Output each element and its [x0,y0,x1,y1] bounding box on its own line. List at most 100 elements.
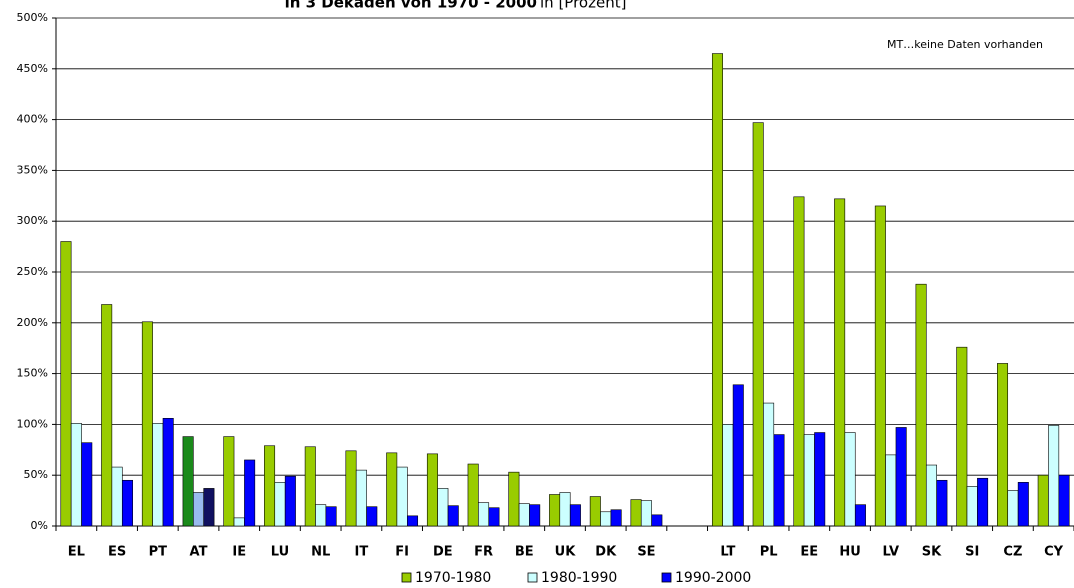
x-tick-label: IT [355,545,369,560]
bar [345,450,357,527]
x-tick-label: DE [433,545,453,560]
bar [426,453,438,527]
x-tick-label: UK [555,545,577,560]
bar [508,471,520,527]
x-tick-label: EL [68,545,85,560]
legend-swatch [401,572,412,583]
x-tick-label: EE [800,545,818,560]
x-tick-label: PL [760,545,778,560]
bar [834,198,846,527]
bar [518,503,530,527]
bar [925,464,937,527]
bar [467,463,479,527]
y-tick-label: 50% [24,468,48,481]
bar [325,506,337,527]
bar [315,504,327,527]
bar [966,486,978,527]
y-tick-label: 100% [17,417,48,430]
bar [447,505,459,527]
bar [651,514,663,527]
x-tick-label: SI [965,545,979,560]
bar [355,469,367,527]
bar [407,515,419,527]
bar [997,363,1009,527]
y-tick-label: 200% [17,316,48,329]
bar [763,402,775,527]
bar [895,427,907,527]
y-tick-label: 150% [17,367,48,380]
bar [549,494,561,527]
y-tick-label: 500% [17,11,48,24]
bar [488,507,500,527]
x-tick-label: FI [395,545,409,560]
bar [793,196,805,527]
bar [529,504,541,527]
bar [814,432,826,527]
x-tick-label: PT [149,545,168,560]
bar [264,445,276,527]
bar [874,205,886,527]
bar [844,432,856,527]
bar [1048,425,1060,527]
legend-label: 1990-2000 [675,570,751,586]
bar [936,479,948,527]
bar [1058,474,1070,527]
y-tick-label: 350% [17,163,48,176]
bar [478,502,490,527]
bar [589,496,601,527]
annotation: MT…keine Daten vorhanden [887,38,1043,51]
x-tick-label: SE [637,545,655,560]
x-tick-label: BE [515,545,534,560]
y-tick-label: 0% [31,519,48,532]
chart-subtitle: in [Prozent] [540,0,626,12]
x-tick-label: DK [595,545,617,560]
y-tick-label: 400% [17,113,48,126]
bar [569,504,581,527]
legend-label: 1970-1980 [415,570,491,586]
x-tick-label: ES [108,545,126,560]
bar [803,434,815,527]
bar [854,504,866,527]
bar [101,304,113,527]
x-tick-label: LV [882,545,899,560]
x-tick-label: SK [922,545,942,560]
bar [630,499,642,527]
bar [386,452,398,527]
bar [773,434,785,527]
bar [437,488,449,527]
bar [304,446,316,527]
bar [111,466,123,527]
bar [956,346,968,527]
legend-swatch [527,572,538,583]
bar [193,492,205,527]
x-tick-label: NL [311,545,330,560]
bar [600,511,612,527]
bar [203,488,215,527]
bar [640,500,652,527]
bar [711,53,723,527]
bar [162,418,174,527]
bar [732,384,744,527]
bar [366,506,378,527]
bar [223,436,235,527]
bar [233,517,245,527]
bar [182,436,194,527]
bar [244,459,256,527]
bar [559,492,571,527]
bar [752,122,764,527]
y-tick-label: 450% [17,62,48,75]
x-tick-label: LT [720,545,735,560]
bar [70,423,82,527]
bar [722,424,734,527]
y-tick-label: 300% [17,214,48,227]
x-tick-label: HU [839,545,860,560]
x-tick-label: CY [1044,545,1064,560]
bar [915,283,927,527]
bar [121,479,133,527]
x-tick-label: LU [271,545,289,560]
x-tick-label: CZ [1003,545,1022,560]
bar [396,466,408,527]
bar [141,321,153,527]
bar [152,423,164,527]
